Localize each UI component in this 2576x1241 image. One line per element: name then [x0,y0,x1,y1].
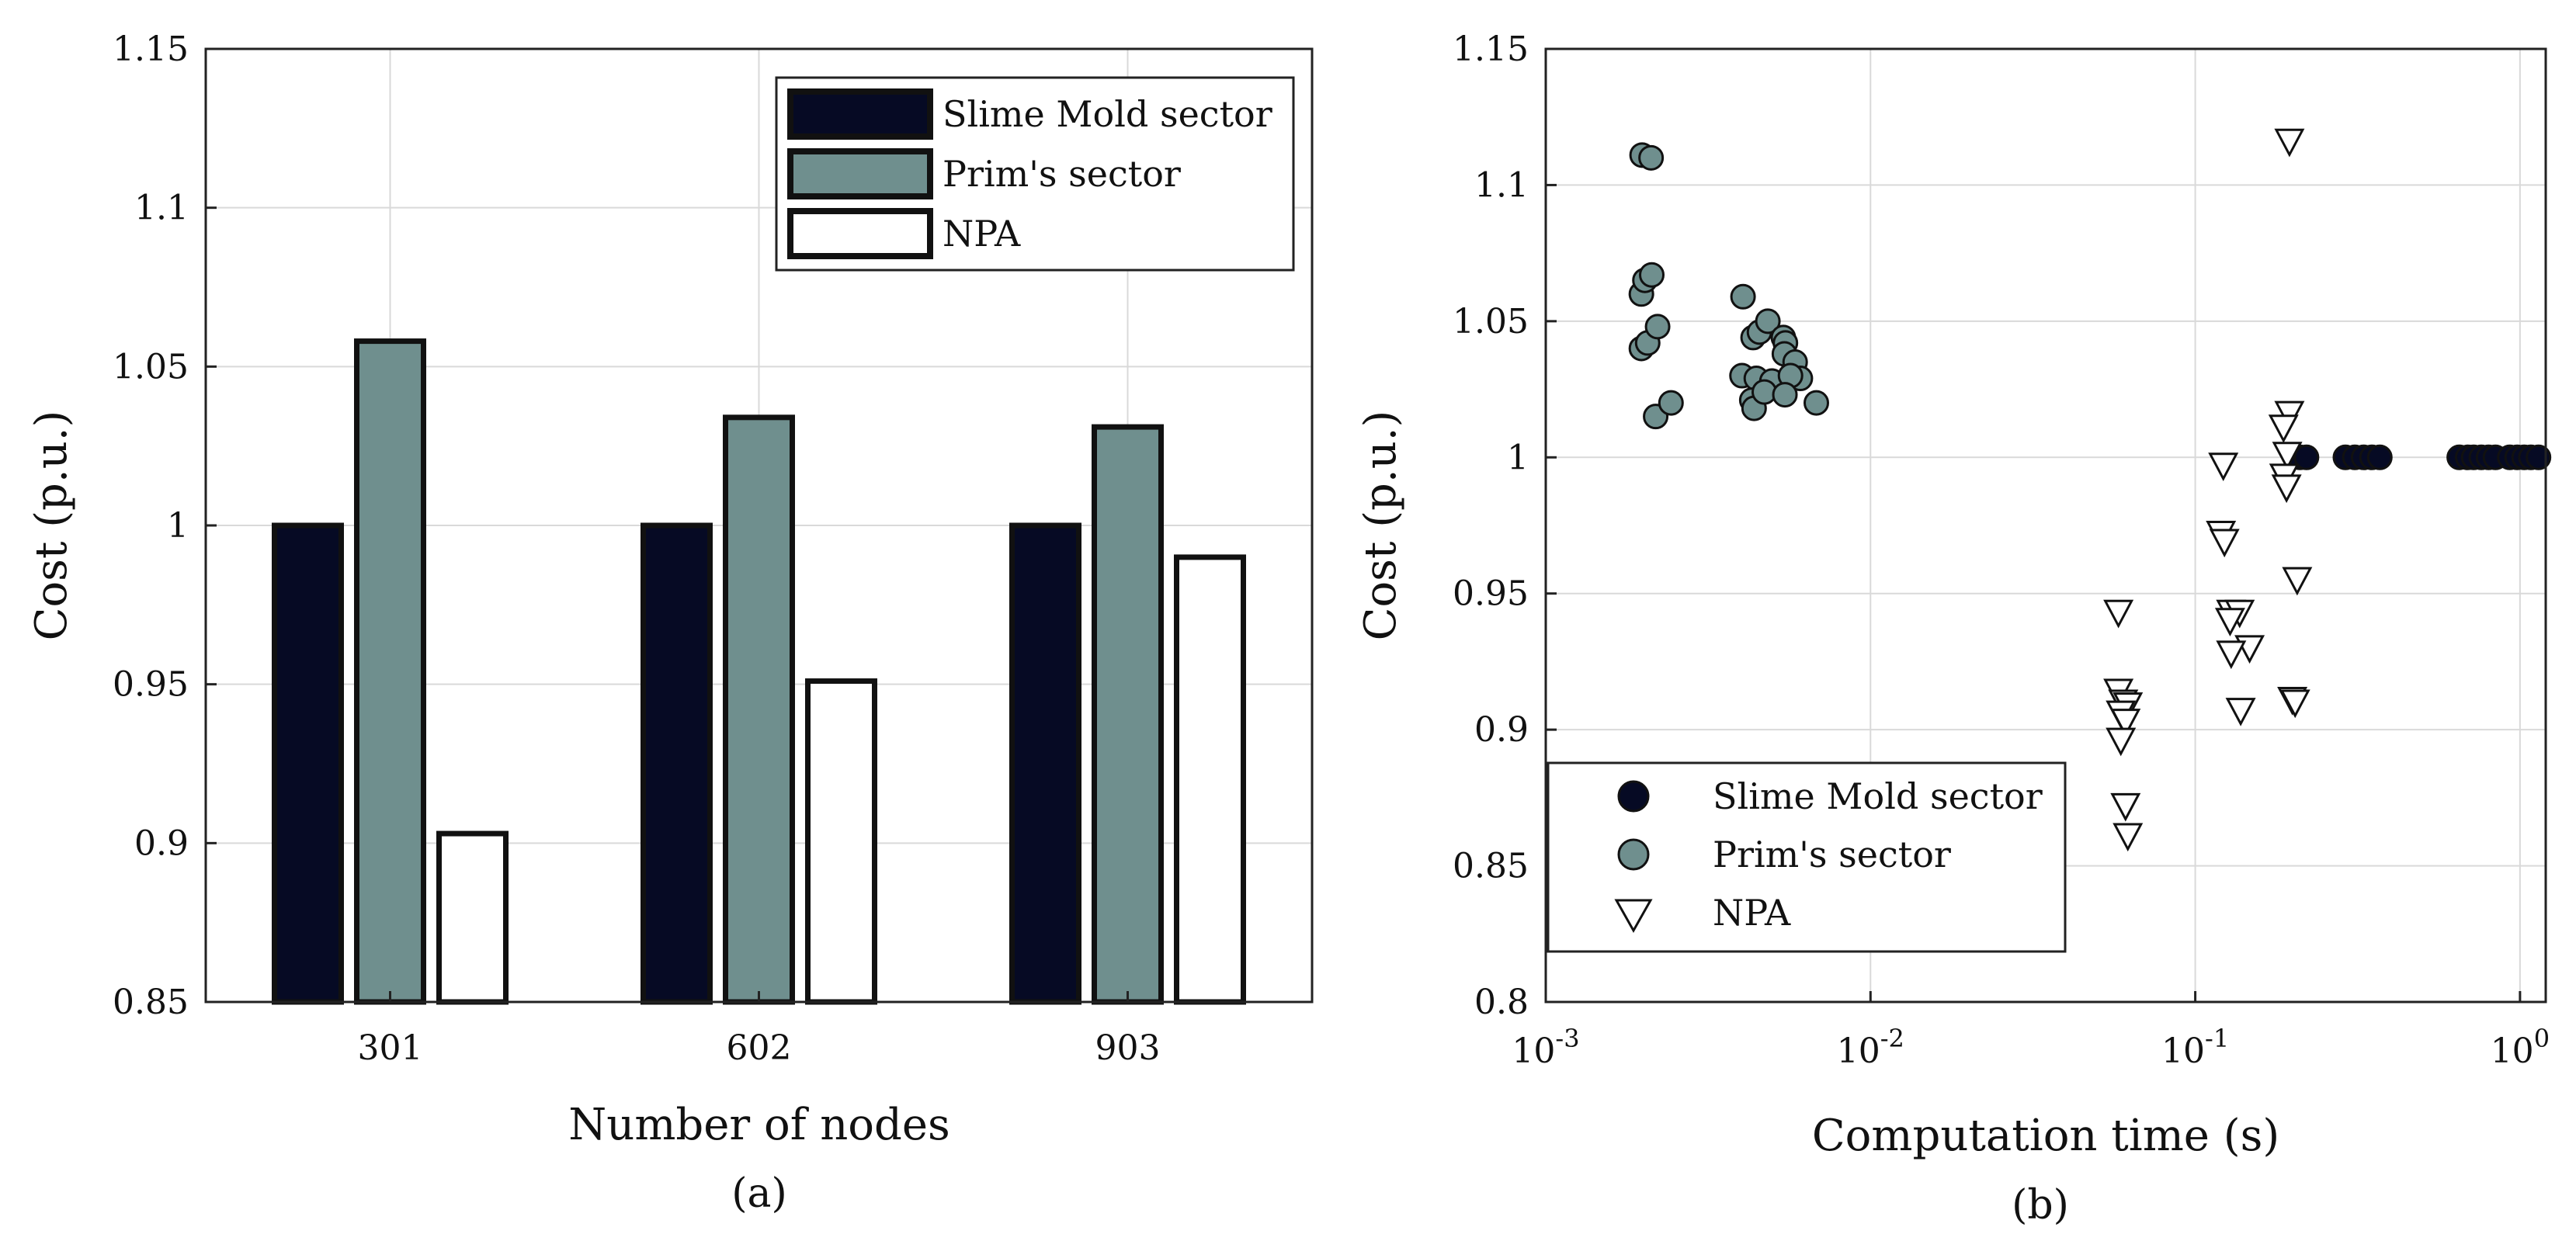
point-npa [2216,640,2247,670]
point-npa [2272,442,2303,470]
bar-slime-mold-sector-301 [272,522,344,1005]
bar-chart-x-label: Number of nodes [568,1100,950,1150]
point-slime-mold-sector [2526,444,2552,470]
bar-chart-y-label: Cost (p.u.) [26,411,77,641]
bar-chart-y-tick-label: 0.9 [134,823,189,863]
scatter-chart-x-tick-label: 100 [2491,1024,2550,1071]
legend-swatch-slime-mold [787,88,933,140]
bar-chart-y-tick-label: 1.1 [134,189,189,228]
legend-label-slime-mold: Slime Mold sector [943,93,1272,135]
x-tick-base: 10 [2161,1031,2205,1071]
bar-chart-y-ticks: 0.85 0.9 0.95 1 1.05 1.1 1.15 [113,29,217,1022]
point-npa [2113,823,2144,852]
scatter-chart-x-ticks: 10-3 10-2 10-1 100 [1512,991,2550,1071]
bar-slime-mold-sector-903 [1009,522,1081,1005]
scatter-chart-y-tick-label: 0.85 [1453,847,1529,886]
scatter-chart-plot-frame [1544,47,2547,1004]
legend-label-npa: NPA [943,213,1021,255]
bar-prim-s-sector-602 [723,414,795,1005]
point-npa [2268,414,2299,443]
bar-prim-s-sector-903 [1092,424,1164,1005]
point-npa [2110,792,2141,822]
scatter-chart-y-tick-label: 1.1 [1474,165,1529,205]
scatter-chart-points [1628,128,2552,852]
scatter-chart-y-ticks: 0.8 0.85 0.9 0.95 1 1.05 1.1 1.15 [1453,29,1557,1022]
point-npa [2106,727,2137,757]
point-npa [2209,529,2240,558]
legend-swatch-prims [787,148,933,199]
x-tick-base: 10 [1837,1031,1880,1071]
point-npa [2282,567,2313,596]
point-prim-s-sector [1755,308,1781,335]
point-prim-s-sector [1658,390,1684,416]
point-prim-s-sector [1638,144,1665,171]
x-tick-exponent: -1 [2205,1024,2229,1053]
point-npa [2214,608,2245,636]
scatter-chart-y-tick-label: 1.05 [1453,302,1529,341]
point-npa [2274,400,2305,430]
point-prim-s-sector [1644,314,1671,340]
bar-chart-y-tick-label: 1.15 [113,29,189,69]
bar-npa-301 [436,830,509,1005]
x-tick-base: 10 [1512,1031,1555,1071]
scatter-chart-x-tick-label: 10-1 [2161,1024,2229,1071]
bar-npa-903 [1174,554,1246,1005]
legend-label-npa: NPA [1713,892,1791,934]
bar-chart-x-ticks: 301 602 903 [358,991,1161,1068]
bar-slime-mold-sector-602 [641,522,713,1005]
bar-npa-602 [805,678,877,1005]
x-tick-base: 10 [2491,1031,2534,1071]
scatter-chart-y-tick-label: 1.15 [1453,29,1529,69]
legend-marker-npa [1614,899,1653,934]
point-slime-mold-sector [2293,444,2320,470]
point-prim-s-sector [1730,283,1756,310]
bar-chart-y-tick-label: 1.05 [113,347,189,387]
scatter-chart-y-label: Cost (p.u.) [1356,411,1406,641]
bar-prim-s-sector-301 [354,338,426,1005]
scatter-chart-legend: Slime Mold sector Prim's sector NPA [1547,761,2067,953]
x-tick-exponent: -2 [1880,1024,1904,1053]
legend-label-prims: Prim's sector [943,153,1181,195]
point-npa [2208,452,2239,482]
scatter-chart-y-tick-label: 0.95 [1453,574,1529,614]
bar-chart-y-tick-label: 0.85 [113,983,189,1022]
bar-chart-panel: 0.85 0.9 0.95 1 1.05 1.1 1.15 301 602 903 Number… [26,29,1314,1217]
scatter-chart-y-tick-label: 0.9 [1474,710,1529,750]
point-npa [2271,474,2302,504]
legend-swatch-npa [787,208,933,259]
bar-chart-legend: Slime Mold sector Prim's sector NPA [775,76,1295,272]
legend-marker-prims [1617,838,1650,871]
point-prim-s-sector [1639,262,1665,288]
bar-chart-y-tick-label: 0.95 [113,665,189,705]
scatter-chart-y-tick-label: 1 [1507,438,1529,477]
bar-chart-x-tick-label: 903 [1095,1028,1161,1068]
point-npa [2110,709,2141,737]
point-prim-s-sector [1803,390,1829,416]
bar-chart-x-tick-label: 301 [358,1028,423,1068]
x-tick-exponent: 0 [2534,1024,2550,1053]
legend-label-prims: Prim's sector [1713,834,1951,875]
point-slime-mold-sector [2366,444,2393,470]
panel-label-a: (a) [731,1170,787,1217]
point-npa [2274,128,2305,158]
x-tick-exponent: -3 [1555,1024,1579,1053]
legend-label-slime-mold: Slime Mold sector [1713,775,2043,817]
bar-chart-x-tick-label: 602 [727,1028,792,1068]
scatter-chart-x-tick-label: 10-3 [1512,1024,1579,1071]
scatter-chart-y-tick-label: 0.8 [1474,983,1529,1022]
scatter-chart-gridlines [1545,48,2546,1003]
scatter-chart-x-tick-label: 10-2 [1837,1024,1904,1071]
scatter-chart-x-label: Computation time (s) [1812,1111,2279,1161]
point-npa [2225,698,2256,726]
point-npa [2103,599,2134,629]
point-prim-s-sector [1772,382,1798,408]
panel-label-b: (b) [2012,1182,2069,1229]
bar-chart-bars [272,338,1246,1005]
legend-marker-slime-mold [1617,780,1650,813]
point-npa [2279,689,2310,719]
bar-chart-y-tick-label: 1 [167,506,189,546]
